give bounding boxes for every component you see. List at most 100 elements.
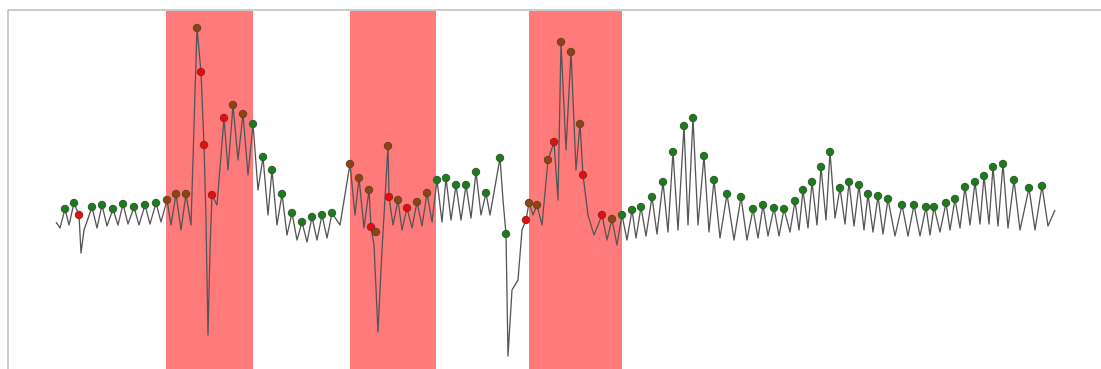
peak-marker bbox=[988, 162, 998, 172]
peak-marker bbox=[441, 173, 451, 183]
peak-marker bbox=[1009, 175, 1019, 185]
peak-marker bbox=[524, 198, 534, 208]
peak-marker bbox=[366, 222, 376, 232]
peak-marker bbox=[722, 189, 732, 199]
peak-marker bbox=[854, 180, 864, 190]
peak-marker bbox=[647, 192, 657, 202]
peak-marker bbox=[207, 190, 217, 200]
peak-marker bbox=[575, 119, 585, 129]
peak-marker bbox=[317, 210, 327, 220]
signal-line bbox=[55, 27, 1056, 357]
peak-marker bbox=[1024, 183, 1034, 193]
peak-marker bbox=[422, 188, 432, 198]
peak-marker bbox=[658, 177, 668, 187]
peak-marker bbox=[668, 147, 678, 157]
peak-marker bbox=[267, 165, 277, 175]
peak-marker bbox=[807, 177, 817, 187]
peak-marker bbox=[371, 227, 381, 237]
peak-marker bbox=[835, 183, 845, 193]
peak-marker bbox=[709, 175, 719, 185]
peak-marker bbox=[412, 197, 422, 207]
peak-marker bbox=[364, 185, 374, 195]
peak-marker bbox=[636, 202, 646, 212]
peak-marker bbox=[383, 141, 393, 151]
peak-marker bbox=[228, 100, 238, 110]
peak-marker bbox=[118, 199, 128, 209]
peak-marker bbox=[532, 200, 542, 210]
peak-marker bbox=[863, 189, 873, 199]
peak-marker bbox=[171, 189, 181, 199]
peak-marker bbox=[219, 113, 229, 123]
peak-marker bbox=[883, 194, 893, 204]
peak-marker bbox=[108, 204, 118, 214]
peak-marker bbox=[451, 180, 461, 190]
peak-marker bbox=[941, 198, 951, 208]
peak-marker bbox=[825, 147, 835, 157]
peak-marker bbox=[798, 185, 808, 195]
peak-marker bbox=[461, 180, 471, 190]
peak-marker bbox=[679, 121, 689, 131]
peak-marker bbox=[970, 177, 980, 187]
peak-marker bbox=[432, 175, 442, 185]
peak-marker bbox=[384, 192, 394, 202]
peak-marker bbox=[481, 188, 491, 198]
peak-marker bbox=[162, 195, 172, 205]
peak-marker bbox=[181, 189, 191, 199]
peak-marker bbox=[790, 196, 800, 206]
peak-marker bbox=[549, 137, 559, 147]
peak-marker bbox=[192, 23, 202, 33]
peak-marker bbox=[199, 140, 209, 150]
peak-marker bbox=[758, 200, 768, 210]
peak-marker bbox=[543, 155, 553, 165]
highlight-region bbox=[350, 11, 436, 369]
peak-marker bbox=[979, 171, 989, 181]
peak-marker bbox=[140, 200, 150, 210]
peak-marker bbox=[354, 173, 364, 183]
peak-marker bbox=[909, 200, 919, 210]
peak-marker bbox=[921, 202, 931, 212]
peak-marker bbox=[60, 204, 70, 214]
peak-marker bbox=[597, 210, 607, 220]
peak-marker bbox=[607, 214, 617, 224]
peak-marker bbox=[960, 182, 970, 192]
peak-marker bbox=[748, 204, 758, 214]
peak-marker bbox=[699, 151, 709, 161]
peak-marker bbox=[495, 153, 505, 163]
peak-marker bbox=[779, 204, 789, 214]
highlight-region bbox=[166, 11, 253, 369]
peak-marker bbox=[521, 215, 531, 225]
peak-marker bbox=[769, 203, 779, 213]
peak-marker bbox=[578, 170, 588, 180]
peak-marker bbox=[307, 212, 317, 222]
peak-marker bbox=[950, 194, 960, 204]
peak-marker bbox=[69, 198, 79, 208]
peak-marker bbox=[556, 37, 566, 47]
peak-marker bbox=[617, 210, 627, 220]
peak-marker bbox=[501, 229, 511, 239]
peak-marker bbox=[736, 192, 746, 202]
peak-marker bbox=[844, 177, 854, 187]
peak-marker bbox=[151, 198, 161, 208]
peak-marker bbox=[873, 191, 883, 201]
peak-marker bbox=[297, 217, 307, 227]
peak-marker bbox=[238, 109, 248, 119]
peak-marker bbox=[196, 67, 206, 77]
peak-marker bbox=[287, 208, 297, 218]
peak-marker bbox=[816, 162, 826, 172]
peak-marker bbox=[248, 119, 258, 129]
peak-marker bbox=[277, 189, 287, 199]
peak-marker bbox=[74, 210, 84, 220]
peak-marker bbox=[129, 202, 139, 212]
peak-marker bbox=[998, 159, 1008, 169]
peak-marker bbox=[897, 200, 907, 210]
peak-marker bbox=[327, 208, 337, 218]
peak-marker bbox=[627, 205, 637, 215]
peak-marker bbox=[345, 159, 355, 169]
peak-marker bbox=[402, 203, 412, 213]
peak-marker bbox=[471, 167, 481, 177]
peak-marker bbox=[393, 195, 403, 205]
highlight-region bbox=[529, 11, 622, 369]
peak-marker bbox=[87, 202, 97, 212]
peak-marker bbox=[929, 202, 939, 212]
